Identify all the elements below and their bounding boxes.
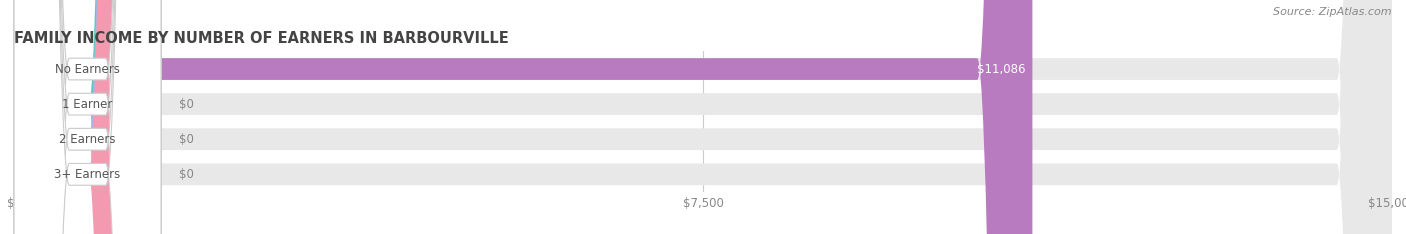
FancyBboxPatch shape [14, 0, 142, 234]
FancyBboxPatch shape [14, 0, 1392, 234]
FancyBboxPatch shape [14, 0, 162, 234]
Text: FAMILY INCOME BY NUMBER OF EARNERS IN BARBOURVILLE: FAMILY INCOME BY NUMBER OF EARNERS IN BA… [14, 31, 509, 46]
Text: Source: ZipAtlas.com: Source: ZipAtlas.com [1274, 7, 1392, 17]
Text: $0: $0 [180, 168, 194, 181]
Text: 1 Earner: 1 Earner [62, 98, 112, 111]
Text: $0: $0 [180, 98, 194, 111]
FancyBboxPatch shape [14, 0, 162, 234]
Text: 2 Earners: 2 Earners [59, 133, 115, 146]
Text: $11,086: $11,086 [977, 62, 1025, 76]
FancyBboxPatch shape [14, 0, 162, 234]
Text: No Earners: No Earners [55, 62, 120, 76]
FancyBboxPatch shape [14, 0, 1392, 234]
FancyBboxPatch shape [14, 0, 1392, 234]
FancyBboxPatch shape [14, 0, 142, 234]
FancyBboxPatch shape [14, 0, 162, 234]
Text: $0: $0 [180, 133, 194, 146]
FancyBboxPatch shape [14, 0, 142, 234]
FancyBboxPatch shape [14, 0, 1032, 234]
Text: 3+ Earners: 3+ Earners [55, 168, 121, 181]
FancyBboxPatch shape [14, 0, 1392, 234]
